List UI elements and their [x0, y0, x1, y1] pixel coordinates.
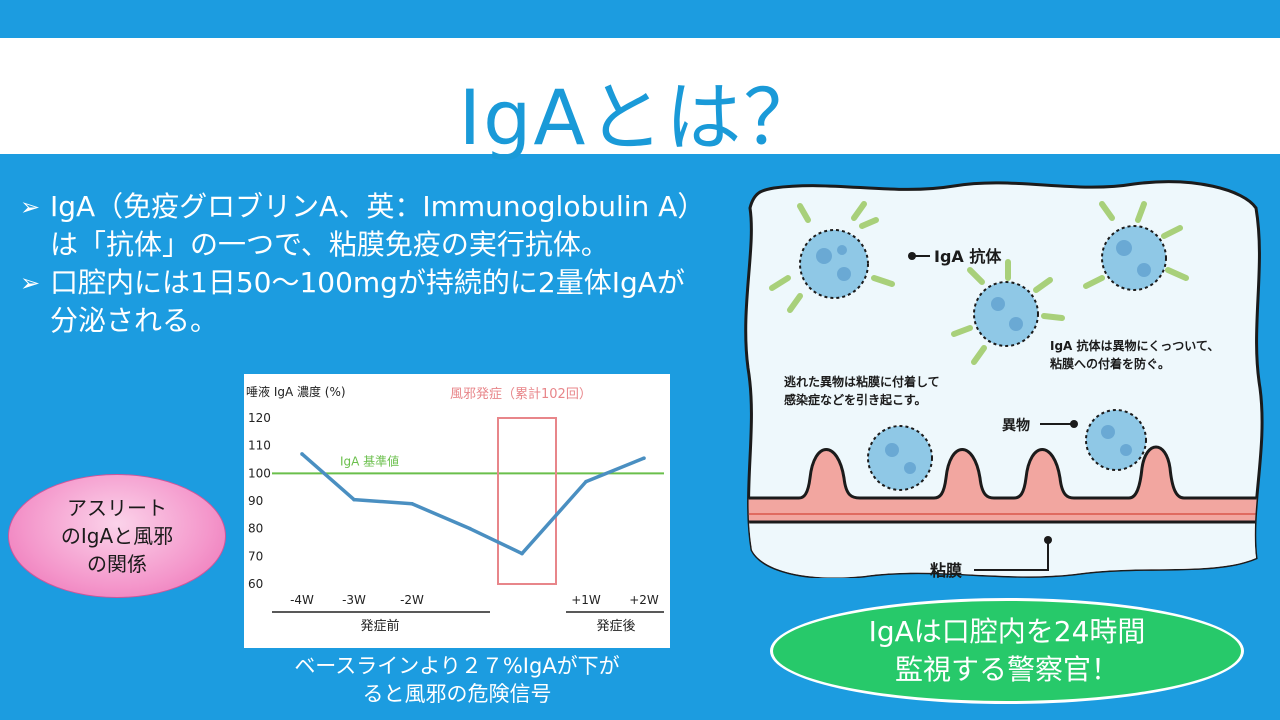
y-tick-label: 90 — [248, 494, 263, 508]
leader-dot — [908, 252, 916, 260]
iga-data-point — [410, 501, 414, 506]
bullet-line: は「抗体」の一つで、粘膜免疫の実行抗体。 — [50, 228, 609, 261]
bullet-line: 分泌される。 — [50, 304, 219, 337]
group-label-pre: 発症前 — [360, 618, 399, 634]
note-escape-2: 感染症などを引き起こす。 — [784, 392, 927, 407]
bullet-list: ➢ IgA（免疫グロブリンA、英：Immunoglobulin A） は「抗体」… — [20, 188, 740, 340]
bullet-line: IgA（免疫グロブリンA、英：Immunoglobulin A） — [50, 190, 706, 223]
reference-line-label: IgA 基準値 — [340, 453, 399, 468]
label-antibody: IgA 抗体 — [934, 247, 1002, 266]
athlete-label-line: のIgAと風邪 — [60, 524, 174, 548]
cold-onset-label: 風邪発症（累計102回） — [450, 386, 592, 402]
x-tick-label: -4W — [290, 593, 314, 607]
x-tick-label: -2W — [400, 593, 424, 607]
label-mucosa: 粘膜 — [930, 561, 962, 578]
chart-caption: ベースラインより２７%IgAが下が ると風邪の危険信号 — [244, 652, 670, 708]
label-foreign: 異物 — [1002, 417, 1030, 434]
mucosa-base — [745, 522, 1263, 578]
bullet-line: 口腔内には1日50〜100mgが持続的に2量体IgAが — [50, 266, 685, 299]
iga-data-point — [642, 456, 646, 460]
iga-data-point — [352, 497, 356, 502]
y-tick-label: 70 — [248, 549, 263, 563]
iga-data-point — [584, 479, 588, 484]
iga-data-point — [468, 526, 472, 531]
police-label-line: 監視する警察官！ — [894, 653, 1119, 686]
athlete-label-line: アスリート — [67, 496, 167, 520]
slide-title: IgAとは？ — [458, 73, 822, 162]
leader-dot — [1070, 420, 1078, 428]
leader-dot — [1044, 536, 1052, 544]
note-escape-1: 逃れた異物は粘膜に付着して — [784, 374, 940, 389]
iga-chart: 唾液 IgA 濃度 (%) 120 110 100 90 80 70 60 IgA 基準値 風邪発… — [244, 374, 670, 648]
arrow-bullet-icon: ➢ — [20, 193, 41, 221]
y-tick-label: 120 — [248, 411, 271, 425]
title-band — [0, 38, 1280, 154]
x-tick-label: +2W — [629, 593, 659, 607]
foreign-body-center — [951, 259, 1065, 365]
foreign-body-top-left — [769, 201, 895, 313]
athlete-label-oval: アスリート のIgAと風邪 の関係 — [8, 474, 226, 598]
iga-chart-svg: 唾液 IgA 濃度 (%) 120 110 100 90 80 70 60 IgA 基準値 風邪発… — [246, 384, 664, 634]
caption-line: ベースラインより２７%IgAが下が — [294, 654, 620, 678]
chart-ylabel: 唾液 IgA 濃度 (%) — [246, 384, 346, 399]
foreign-body-top-right — [1083, 201, 1189, 291]
y-tick-label: 80 — [248, 522, 263, 536]
note-attach-1: IgA 抗体は異物にくっついて、 — [1050, 338, 1219, 353]
iga-illustration-svg: IgA 抗体 IgA 抗体は異物にくっついて、 粘膜への付着を防ぐ。 逃れた異物… — [744, 180, 1264, 580]
x-tick-label: +1W — [571, 593, 601, 607]
iga-data-point — [300, 452, 304, 456]
iga-series-line — [300, 452, 645, 556]
group-label-post: 発症後 — [596, 619, 635, 634]
iga-illustration: IgA 抗体 IgA 抗体は異物にくっついて、 粘膜への付着を防ぐ。 逃れた異物… — [744, 178, 1264, 580]
note-attach-2: 粘膜への付着を防ぐ。 — [1050, 356, 1170, 371]
bullet-item: ➢ IgA（免疫グロブリンA、英：Immunoglobulin A） は「抗体」… — [20, 188, 740, 264]
athlete-label-line: の関係 — [87, 552, 147, 576]
x-tick-label: -3W — [342, 593, 366, 607]
police-label-oval: IgAは口腔内を24時間 監視する警察官！ — [770, 598, 1244, 704]
mucosa-leader — [974, 540, 1049, 571]
caption-line: ると風邪の危険信号 — [362, 682, 552, 706]
foreign-body-on-mucosa-left — [867, 425, 933, 491]
iga-data-point — [520, 551, 524, 556]
y-tick-label: 100 — [248, 466, 271, 480]
police-label-line: IgAは口腔内を24時間 — [868, 615, 1146, 648]
y-tick-label: 60 — [248, 577, 263, 591]
arrow-bullet-icon: ➢ — [20, 269, 41, 297]
bullet-item: ➢ 口腔内には1日50〜100mgが持続的に2量体IgAが 分泌される。 — [20, 264, 740, 340]
y-tick-label: 110 — [248, 439, 271, 453]
cold-onset-box — [497, 417, 557, 585]
foreign-body-on-mucosa-right — [1085, 409, 1147, 471]
